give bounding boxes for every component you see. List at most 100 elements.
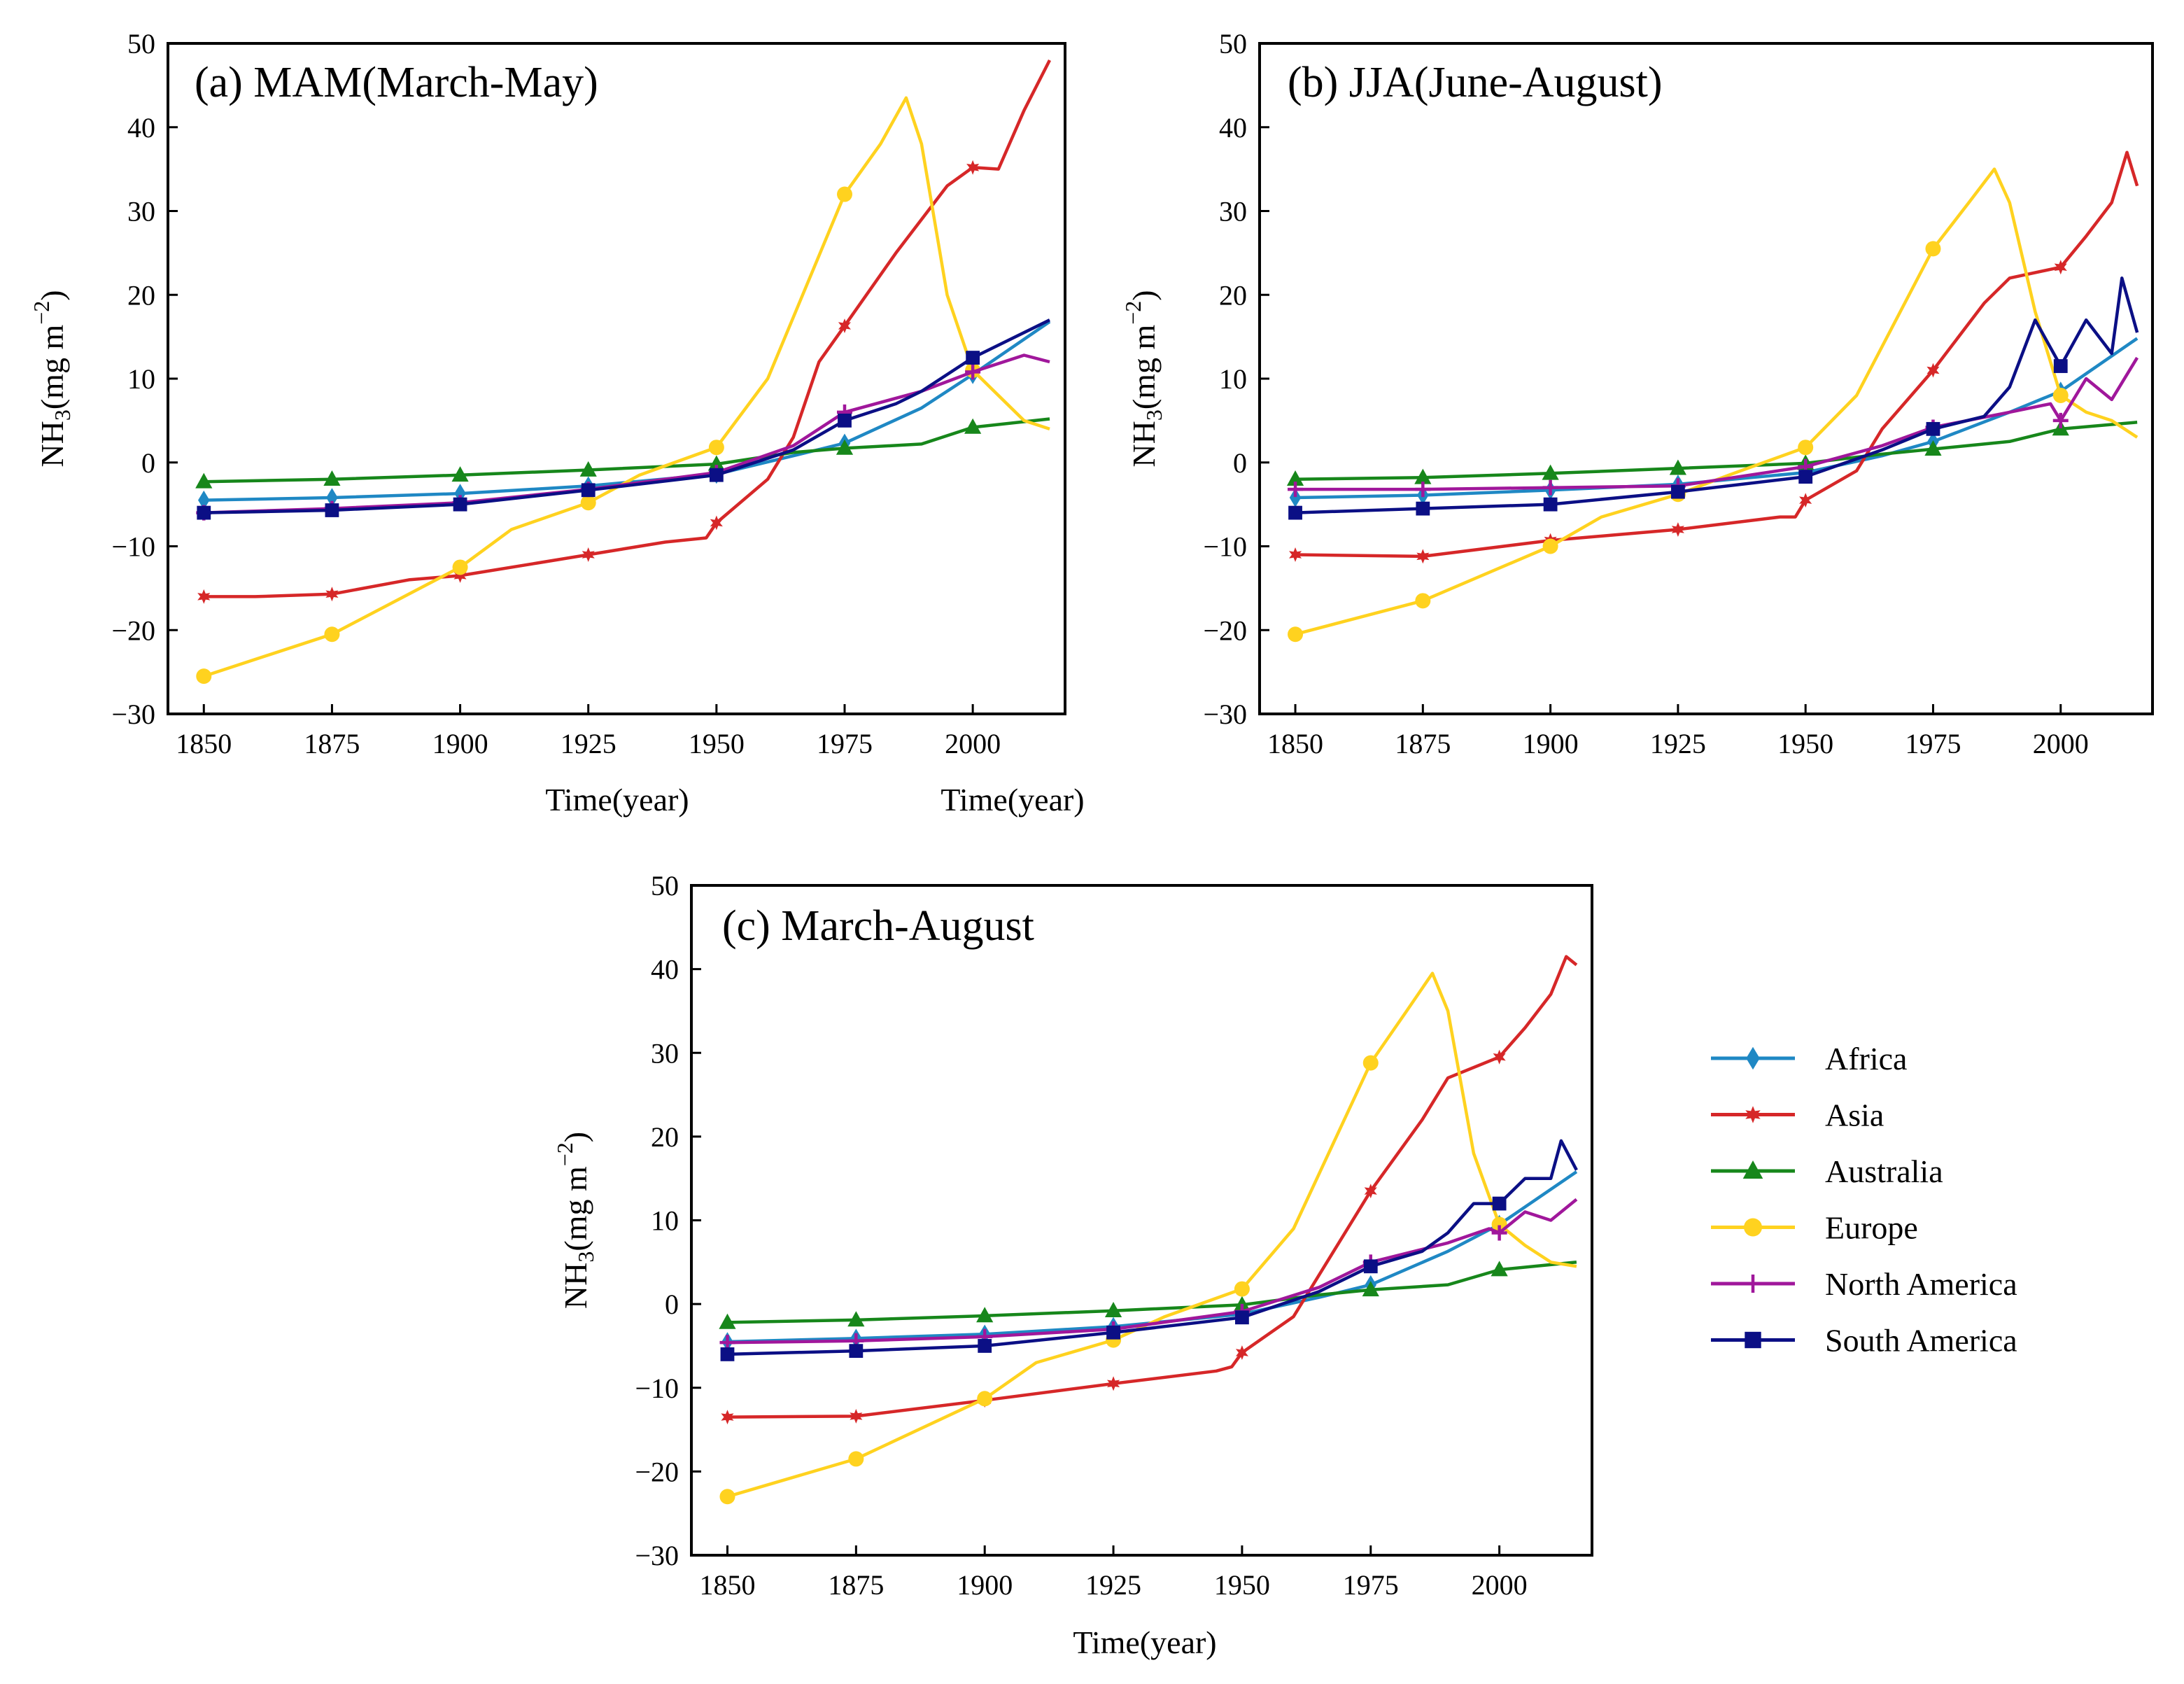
panel-a-ytick-label-0: 0 xyxy=(141,447,155,479)
panel-b: (b) JJA(June-August) Time(year) 1850 1875… xyxy=(940,28,2154,818)
panel-a-series xyxy=(195,59,1052,685)
panel-c-marker-asia-1950 xyxy=(1235,1345,1248,1360)
panel-a-marker-australia-2000 xyxy=(964,418,982,434)
legend-label-australia: Australia xyxy=(1825,1153,1943,1189)
panel-a-ylabel: NH3(mg m−2) xyxy=(29,290,75,467)
panel-c-marker-asia-1975 xyxy=(1364,1184,1377,1199)
panel-c-marker-australia-1950 xyxy=(1233,1296,1251,1312)
panel-a-ytick-label-40: 40 xyxy=(127,112,155,143)
panel-a-line-africa xyxy=(204,320,1051,502)
panel-c-ytick-label-0: 0 xyxy=(665,1289,679,1320)
panel-a-marker-asia-1900 xyxy=(453,568,467,583)
panel-c-marker-south-america-1950 xyxy=(1235,1310,1249,1325)
panel-c-ytick-label--10: −10 xyxy=(635,1373,679,1404)
panel-a-marker-asia-1850 xyxy=(197,589,211,604)
panel-b-marker-south-america-1875 xyxy=(1416,501,1430,516)
panel-a-xtick-label-1925: 1925 xyxy=(561,728,617,759)
panel-b-line-asia xyxy=(1295,150,2139,559)
legend-label-asia: Asia xyxy=(1825,1097,1884,1133)
legend-label-europe: Europe xyxy=(1825,1210,1918,1246)
panel-b-xtick-label-1950: 1950 xyxy=(1777,728,1833,759)
panel-b-marker-north-america-2000 xyxy=(2052,412,2069,428)
panel-c-marker-asia-2000 xyxy=(1493,1049,1506,1065)
panel-a-xtick-label-1950: 1950 xyxy=(689,728,745,759)
panel-c-xlabel: Time(year) xyxy=(1073,1625,1216,1660)
panel-b-marker-asia-1875 xyxy=(1416,549,1430,564)
panel-b-ytick-label--10: −10 xyxy=(1203,531,1247,563)
panel-c-series xyxy=(719,955,1578,1505)
legend-marker-asia xyxy=(1745,1106,1761,1123)
panel-c-marker-europe-1950 xyxy=(1234,1281,1250,1297)
panel-b-marker-south-america-1850 xyxy=(1288,505,1302,520)
panel-b-xtick-label-2000: 2000 xyxy=(2033,728,2089,759)
panel-a-xtick-label-1875: 1875 xyxy=(304,728,360,759)
panel-a-marker-south-america-1875 xyxy=(325,503,339,517)
panel-b-ytick-label--20: −20 xyxy=(1203,615,1247,646)
panel-a-marker-south-america-1850 xyxy=(197,505,211,520)
panel-c-marker-south-america-1925 xyxy=(1106,1325,1120,1340)
panel-a-marker-south-america-1950 xyxy=(709,468,724,482)
panel-a-marker-europe-1950 xyxy=(708,440,724,456)
panel-c-xtick-label-1975: 1975 xyxy=(1343,1569,1399,1601)
legend-marker-south-america xyxy=(1745,1331,1761,1349)
panel-c-marker-asia-1850 xyxy=(721,1410,734,1425)
panel-a-xtick-label-1975: 1975 xyxy=(817,728,873,759)
panel-c-marker-south-america-1975 xyxy=(1363,1259,1378,1274)
panel-a-ytick-label-10: 10 xyxy=(127,363,155,395)
panel-a-xlabel: Time(year) xyxy=(545,782,689,818)
panel-c-ylabel: NH3(mg m−2) xyxy=(552,1132,598,1309)
panel-c-ytick-label-10: 10 xyxy=(651,1205,679,1237)
panel-a-line-australia xyxy=(204,417,1050,484)
panel-c-ytick-label--30: −30 xyxy=(635,1540,679,1571)
panel-b-marker-europe-1850 xyxy=(1288,626,1304,643)
panel-b-marker-australia-1975 xyxy=(1924,440,1942,456)
panel-c-marker-europe-1900 xyxy=(977,1391,993,1407)
panel-b-line-south-america xyxy=(1295,276,2139,514)
panel-b-marker-europe-1900 xyxy=(1542,538,1558,554)
panel-b-marker-south-america-1925 xyxy=(1670,484,1685,499)
panel-c-marker-australia-1925 xyxy=(1104,1302,1122,1318)
panel-b-frame xyxy=(1258,42,2154,715)
panel-b-marker-australia-1925 xyxy=(1669,459,1686,475)
panel-a-ytick-label--10: −10 xyxy=(111,531,155,563)
panel-a: (a) MAM(March-May) Time(year) 1850 1875 19… xyxy=(29,28,1066,818)
panel-a-marker-australia-1850 xyxy=(195,472,213,489)
panel-a-marker-south-america-2000 xyxy=(966,351,980,365)
panel-b-marker-australia-1875 xyxy=(1414,468,1432,484)
panel-c-ytick-label-50: 50 xyxy=(651,870,679,901)
panel-b-marker-south-america-1975 xyxy=(1926,421,1940,436)
legend: Africa Asia Australia Europe North America So… xyxy=(1711,1041,2017,1359)
panel-b-marker-north-america-1900 xyxy=(1542,479,1558,496)
legend-marker-europe xyxy=(1744,1218,1762,1237)
legend-label-north-america: North America xyxy=(1825,1266,2017,1302)
panel-a-ytick-label-20: 20 xyxy=(127,279,155,311)
panel-c-xtick-label-1900: 1900 xyxy=(957,1569,1013,1601)
legend-marker-australia xyxy=(1742,1160,1763,1179)
panel-b-marker-europe-1875 xyxy=(1415,593,1431,609)
panel-a-marker-asia-1875 xyxy=(325,587,339,602)
panel-b-ytick-label-10: 10 xyxy=(1219,363,1247,395)
panel-c-marker-south-america-1850 xyxy=(720,1347,735,1361)
legend-marker-north-america xyxy=(1744,1275,1762,1293)
panel-b-ytick-label-40: 40 xyxy=(1219,112,1247,143)
panel-b-marker-australia-1850 xyxy=(1286,470,1304,486)
panel-a-marker-africa-1850 xyxy=(198,490,210,510)
panel-a-marker-australia-1925 xyxy=(579,461,597,477)
panel-a-marker-asia-1925 xyxy=(582,547,595,562)
panel-c-xtick-label-1850: 1850 xyxy=(699,1569,755,1601)
panel-a-xtick-label-1850: 1850 xyxy=(176,728,232,759)
panel-a-xtick-label-2000: 2000 xyxy=(945,728,1001,759)
panel-b-marker-europe-2000 xyxy=(2052,387,2069,403)
legend-marker-africa xyxy=(1746,1046,1760,1070)
panel-b-line-europe xyxy=(1295,167,2139,636)
panel-c-marker-australia-1875 xyxy=(847,1311,865,1327)
panel-c-ytick-label-20: 20 xyxy=(651,1121,679,1153)
panel-b-xtick-label-1900: 1900 xyxy=(1523,728,1579,759)
panel-a-marker-asia-1975 xyxy=(838,318,851,333)
panel-c-title: (c) March-August xyxy=(722,902,1034,950)
panel-b-ytick-label-0: 0 xyxy=(1233,447,1247,479)
panel-a-marker-europe-1875 xyxy=(324,626,340,643)
panel-c-ytick-label-30: 30 xyxy=(651,1037,679,1069)
panel-a-marker-south-america-1900 xyxy=(453,497,467,512)
